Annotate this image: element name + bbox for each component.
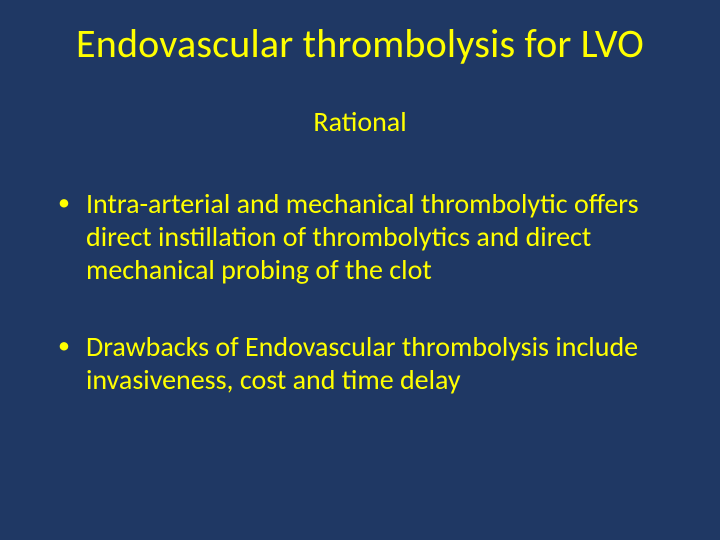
slide-title: Endovascular thrombolysis for LVO — [40, 22, 680, 66]
slide: Endovascular thrombolysis for LVO Ration… — [0, 0, 720, 540]
slide-subtitle: Rational — [40, 104, 680, 139]
list-item: Intra-arterial and mechanical thrombolyt… — [58, 187, 680, 286]
list-item: Drawbacks of Endovascular thrombolysis i… — [58, 330, 680, 396]
bullet-list: Intra-arterial and mechanical thrombolyt… — [40, 187, 680, 396]
